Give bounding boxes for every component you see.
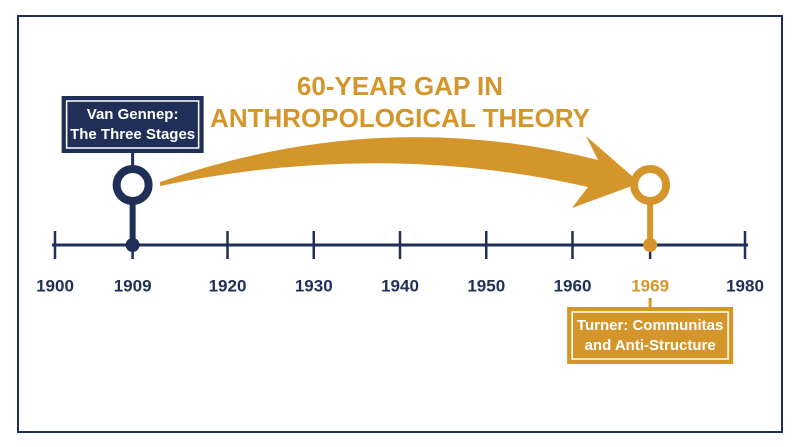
event-label: Van Gennep: (87, 106, 179, 123)
tick-label: 1940 (381, 276, 419, 295)
title-line: ANTHROPOLOGICAL THEORY (210, 103, 590, 133)
tick-label: 1930 (295, 276, 333, 295)
event-box-inner (571, 311, 729, 360)
event-dot (643, 238, 658, 252)
gap-arrow (160, 136, 640, 208)
tick-label: 1950 (467, 276, 505, 295)
tick-label: 1980 (726, 276, 764, 295)
event-label: and Anti-Structure (585, 337, 716, 354)
tick-label: 1920 (209, 276, 247, 295)
event-dot (125, 238, 140, 252)
tick-label: 1960 (554, 276, 592, 295)
event-marker (112, 165, 153, 205)
event-year: 1969 (631, 276, 669, 295)
event-label: Turner: Communitas (577, 317, 723, 334)
event-label: The Three Stages (70, 126, 195, 143)
event-box-inner (65, 100, 200, 149)
event-marker (630, 165, 671, 205)
event-box (567, 307, 734, 364)
event-year: 1909 (114, 276, 152, 295)
tick-label: 1900 (36, 276, 74, 295)
event-box (61, 96, 204, 153)
title-line: 60-YEAR GAP IN (297, 71, 503, 101)
